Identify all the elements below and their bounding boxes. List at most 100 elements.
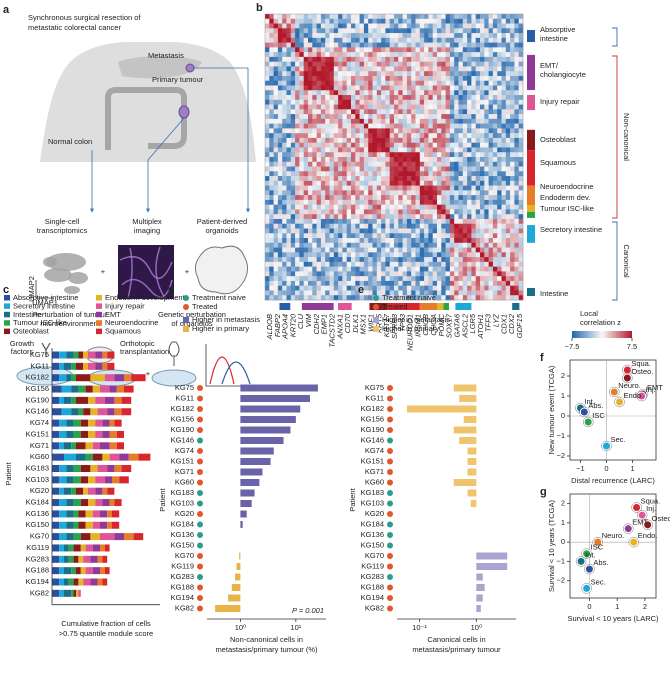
heatmap-cell bbox=[376, 104, 382, 110]
heatmap-cell bbox=[277, 252, 283, 258]
heatmap-cell bbox=[290, 185, 296, 191]
heatmap-cell bbox=[419, 238, 425, 244]
heatmap-cell bbox=[385, 14, 390, 20]
heatmap-cell bbox=[282, 95, 287, 101]
heatmap-cell bbox=[454, 95, 459, 101]
heatmap-cell bbox=[475, 28, 481, 34]
treatment-dot bbox=[387, 500, 393, 507]
heatmap-cell bbox=[462, 285, 468, 291]
heatmap-cell bbox=[381, 218, 386, 225]
heatmap-cell bbox=[303, 23, 309, 29]
heatmap-cell bbox=[372, 66, 378, 72]
colon bbox=[105, 87, 187, 150]
heatmap-cell bbox=[510, 214, 515, 220]
heatmap-cell bbox=[475, 228, 481, 234]
heatmap-cell bbox=[290, 61, 296, 67]
heatmap-cell bbox=[359, 104, 365, 110]
heatmap-cell bbox=[471, 176, 476, 182]
heatmap-cell bbox=[402, 180, 408, 186]
heatmap-cell bbox=[514, 85, 519, 91]
y-tick-label: KG150 bbox=[171, 540, 194, 549]
heatmap-cell bbox=[265, 23, 270, 29]
heatmap-cell bbox=[398, 190, 403, 196]
heatmap-cell bbox=[385, 109, 390, 115]
heatmap-cell bbox=[359, 66, 365, 72]
heatmap-cell bbox=[329, 52, 335, 58]
bar bbox=[476, 605, 481, 612]
heatmap-cell bbox=[445, 114, 451, 120]
panel-label: e bbox=[358, 284, 364, 296]
heatmap-cell bbox=[376, 99, 382, 105]
y-tick-label: KG82 bbox=[365, 603, 384, 612]
heatmap-cell bbox=[269, 204, 274, 210]
y-tick-label: 2 bbox=[561, 371, 565, 380]
heatmap-cell bbox=[286, 114, 292, 120]
legend-swatch bbox=[96, 328, 102, 335]
heatmap-cell bbox=[316, 147, 322, 153]
heatmap-cell bbox=[299, 166, 304, 172]
heatmap-cell bbox=[381, 266, 386, 272]
heatmap-cell bbox=[299, 247, 304, 253]
perturbation-label: of organoids bbox=[171, 319, 213, 328]
heatmap-cell bbox=[518, 133, 524, 139]
heatmap-cell bbox=[277, 71, 283, 77]
heatmap-cell bbox=[492, 285, 498, 291]
heatmap-cell bbox=[342, 176, 347, 182]
heatmap-cell bbox=[282, 209, 287, 215]
colorbar-title: Local bbox=[580, 309, 598, 318]
heatmap-cell bbox=[325, 290, 330, 296]
heatmap-cell bbox=[437, 137, 442, 143]
heatmap-cell bbox=[316, 266, 322, 272]
heatmap-cell bbox=[505, 66, 511, 72]
heatmap-cell bbox=[424, 252, 429, 258]
heatmap-cell bbox=[445, 180, 451, 186]
heatmap-cell bbox=[269, 118, 274, 124]
heatmap-cell bbox=[290, 195, 296, 201]
heatmap-cell bbox=[514, 199, 519, 205]
heatmap-cell bbox=[406, 18, 412, 24]
heatmap-cell bbox=[467, 257, 472, 263]
heatmap-cell bbox=[518, 23, 524, 29]
gene-label: ATOH1 bbox=[476, 314, 485, 339]
heatmap-cell bbox=[518, 28, 524, 34]
heatmap-cell bbox=[419, 271, 425, 277]
heatmap-cell bbox=[480, 218, 485, 225]
heatmap-cell bbox=[308, 61, 313, 67]
heatmap-cell bbox=[342, 185, 347, 191]
heatmap-cell bbox=[475, 218, 481, 225]
heatmap-cell bbox=[462, 199, 468, 205]
y-tick-label: KG11 bbox=[365, 393, 384, 402]
heatmap-cell bbox=[475, 37, 481, 43]
heatmap-cell bbox=[432, 218, 438, 225]
heatmap-cell bbox=[497, 75, 502, 82]
heatmap-cell bbox=[299, 176, 304, 182]
heatmap-cell bbox=[368, 204, 373, 210]
legend-label: Treatment naive bbox=[382, 293, 436, 302]
bar-segment bbox=[131, 374, 146, 382]
heatmap-cell bbox=[454, 90, 459, 96]
heatmap-cell bbox=[346, 171, 352, 177]
heatmap-cell bbox=[441, 109, 446, 115]
heatmap-cell bbox=[467, 171, 472, 177]
heatmap-cell bbox=[501, 276, 507, 282]
heatmap-cell bbox=[308, 280, 313, 286]
heatmap-cell bbox=[475, 152, 481, 158]
plus-sign: + bbox=[101, 267, 106, 276]
heatmap-cell bbox=[342, 161, 347, 167]
heatmap-cell bbox=[342, 80, 347, 86]
heatmap-cell bbox=[480, 257, 485, 263]
heatmap-cell bbox=[471, 133, 476, 139]
heatmap-cell bbox=[381, 14, 386, 20]
heatmap-cell bbox=[492, 114, 498, 120]
bar-segment bbox=[116, 385, 124, 393]
heatmap-cell bbox=[372, 61, 378, 67]
heatmap-cell bbox=[277, 66, 283, 72]
heatmap-cell bbox=[514, 66, 519, 72]
heatmap-cell bbox=[441, 180, 446, 186]
heatmap-cell bbox=[303, 157, 309, 163]
heatmap-cell bbox=[273, 37, 279, 43]
heatmap-cell bbox=[428, 33, 433, 39]
heatmap-cell bbox=[510, 199, 515, 205]
heatmap-cell bbox=[454, 204, 459, 210]
heatmap-cell bbox=[316, 280, 322, 286]
